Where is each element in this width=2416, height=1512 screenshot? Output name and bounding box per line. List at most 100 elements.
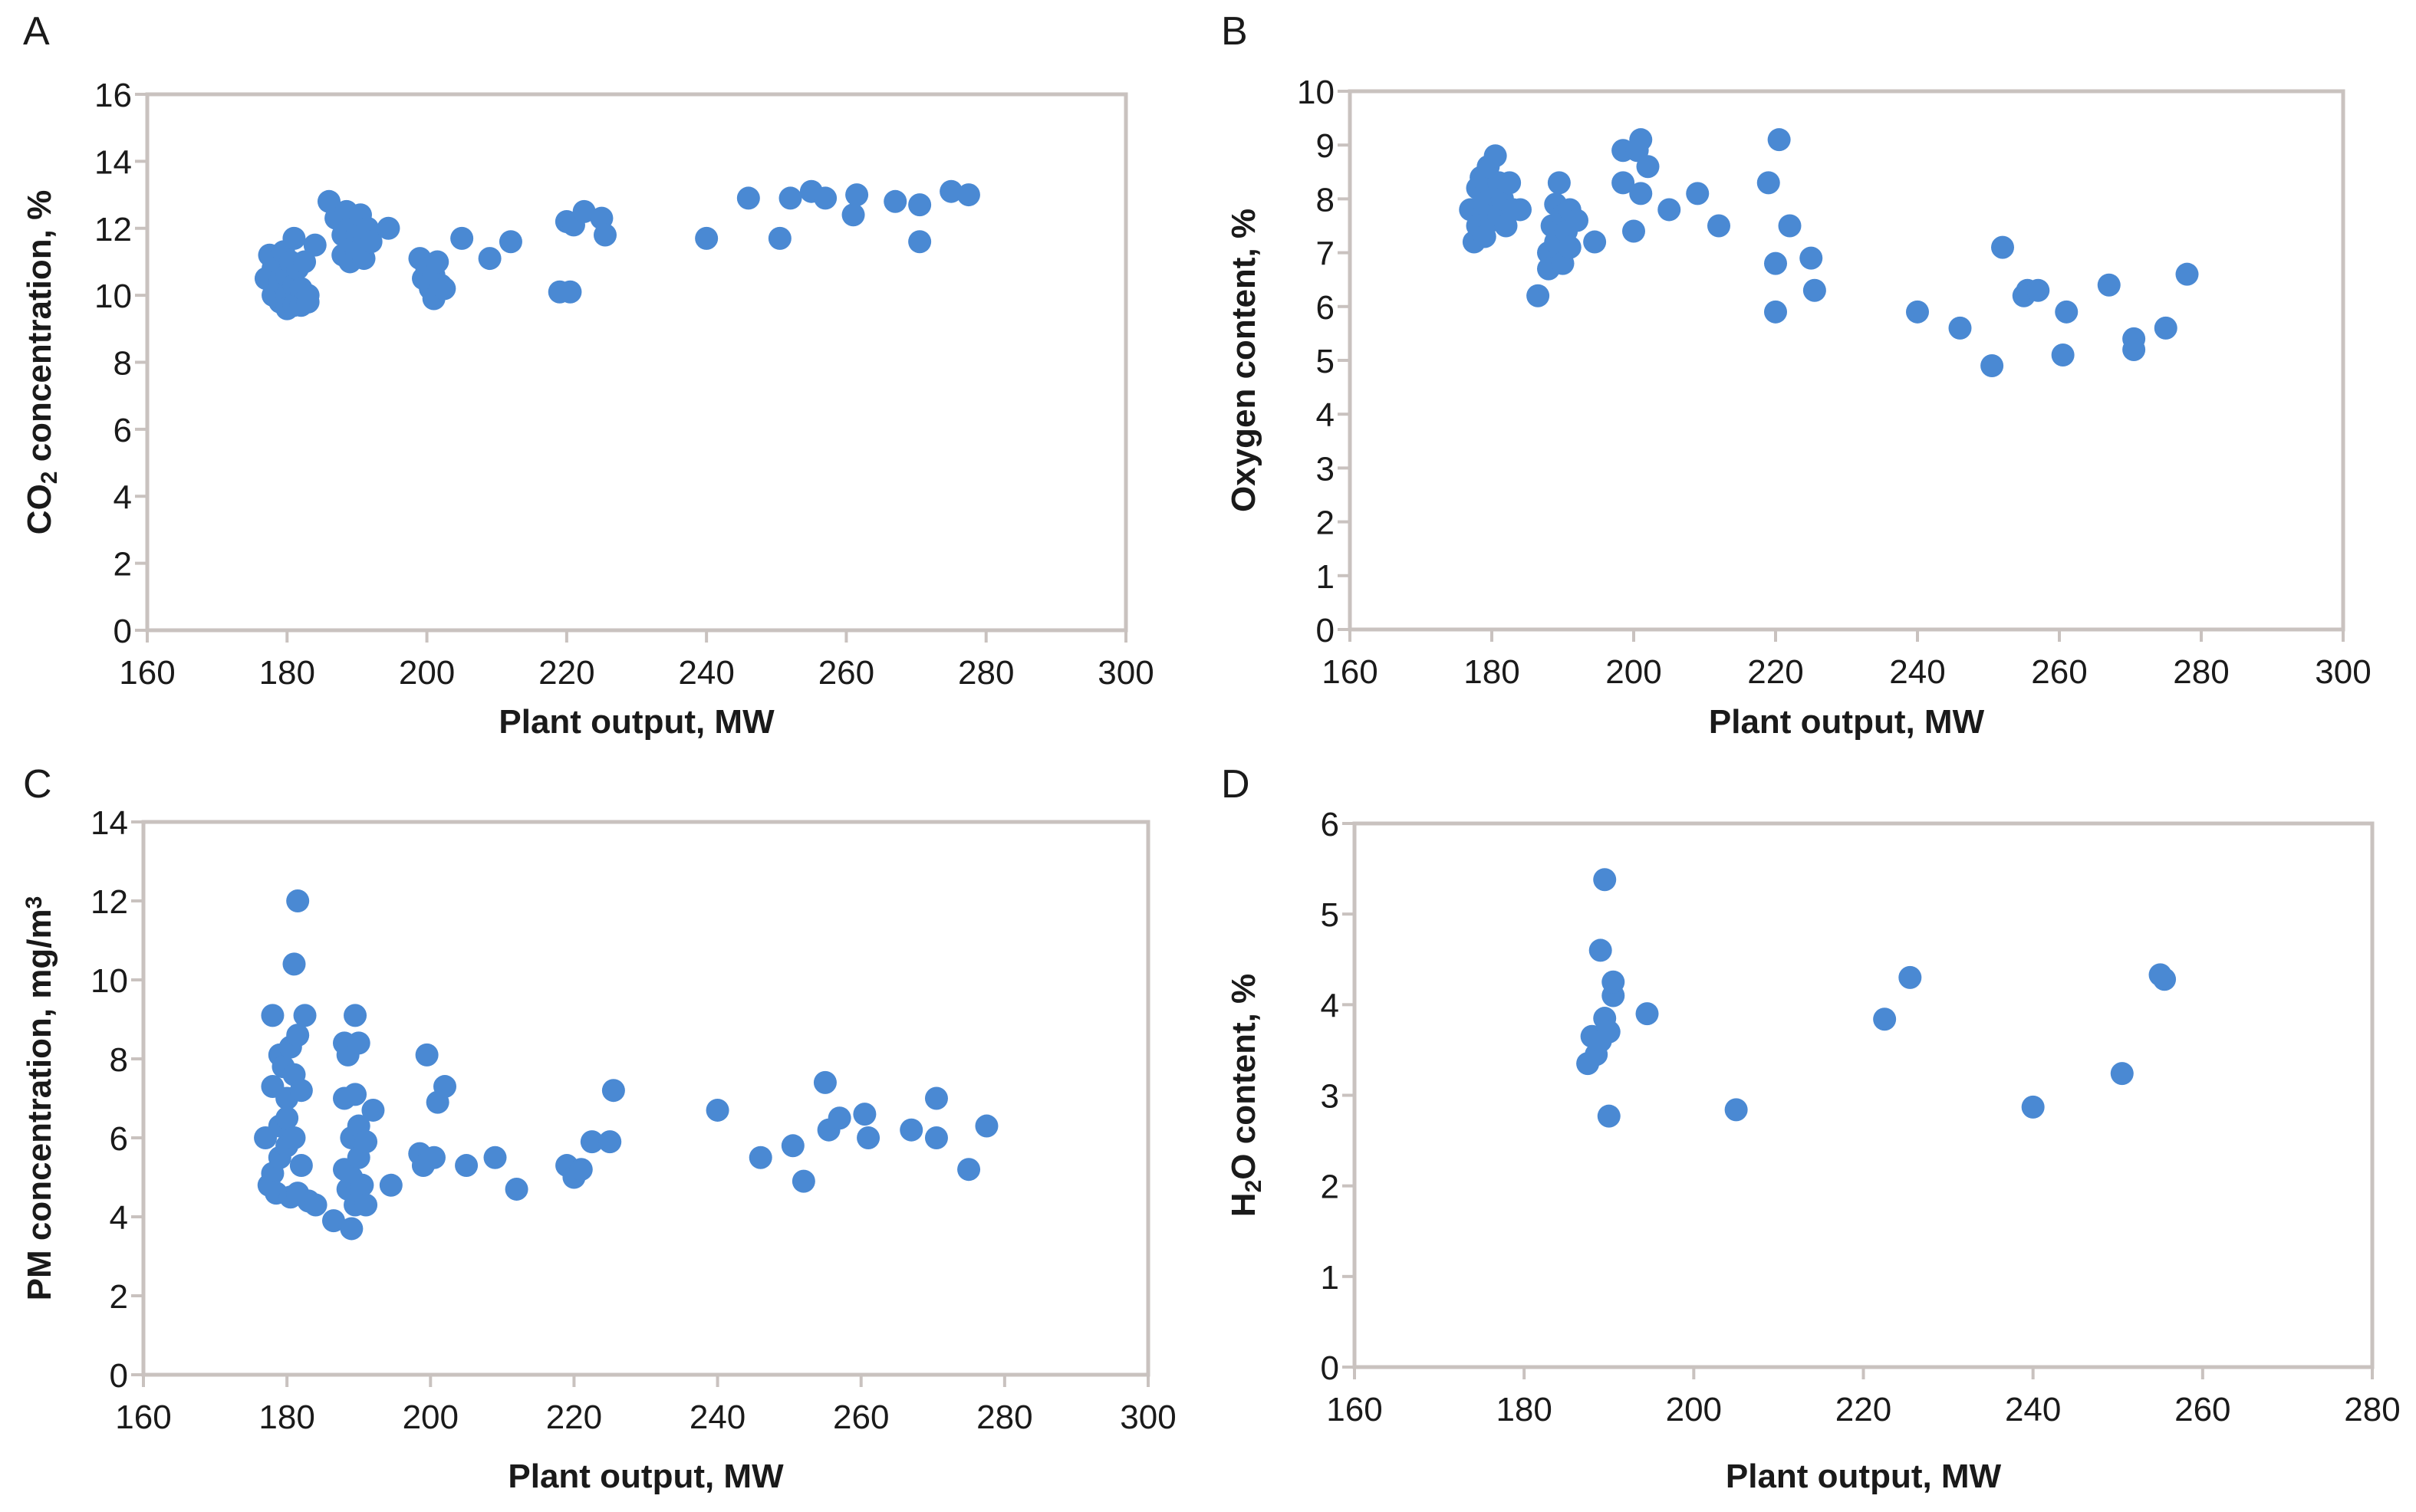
panel-c-data-point (354, 1130, 378, 1154)
panel-c-y-tick-label: 2 (110, 1278, 128, 1316)
panel-a-x-tick-label: 200 (399, 654, 455, 692)
panel-b-data-point (1583, 230, 1607, 254)
panel-c-data-point (813, 1070, 837, 1094)
panel-b-data-point (1565, 209, 1588, 232)
panel-a-x-tick-label: 240 (678, 654, 734, 692)
panel-c-data-point (433, 1075, 456, 1099)
panel-c-data-point (975, 1114, 999, 1138)
panel-c-data-point (598, 1130, 622, 1154)
panel-a-x-tick-label: 260 (818, 654, 874, 692)
panel-c-data-point (857, 1126, 880, 1149)
panel-a-data-point (778, 186, 802, 210)
panel-d-x-tick-label: 220 (1835, 1391, 1891, 1428)
panel-c-data-point (289, 1154, 313, 1178)
panel-b-data-point (1686, 182, 1710, 205)
panel-b-y-tick-label: 5 (1316, 343, 1335, 380)
panel-a-data-point (377, 216, 400, 240)
panel-a-data-point (282, 226, 306, 250)
panel-d-data-point (2110, 1062, 2134, 1086)
panel-a-y-tick-label: 4 (114, 478, 132, 516)
panel-c-data-point (505, 1177, 528, 1201)
panel-b-data-point (2175, 262, 2199, 286)
panel-b-y-tick-label: 2 (1316, 505, 1335, 542)
panel-c-data-point (828, 1106, 851, 1130)
panel-c-x-axis-title: Plant output, MW (508, 1458, 784, 1495)
panel-b-x-tick-label: 200 (1605, 653, 1661, 691)
panel-b-y-tick-label: 1 (1316, 558, 1335, 596)
panel-a-data-point (303, 233, 327, 257)
panel-c-data-point (483, 1146, 507, 1169)
panel-a-x-tick-label: 160 (119, 654, 175, 692)
panel-a-x-tick-label: 220 (538, 654, 594, 692)
panel-b-data-point (1764, 300, 1787, 324)
panel-b-y-tick-label: 9 (1316, 127, 1335, 165)
panel-b-data-point (1707, 214, 1730, 238)
panel-c-y-tick-label: 8 (110, 1041, 128, 1079)
panel-b-x-tick-label: 160 (1322, 653, 1378, 691)
panel-d-data-point (1873, 1007, 1897, 1031)
panel-c-data-point (792, 1169, 815, 1193)
panel-b-letter: B (1221, 9, 1248, 54)
panel-c-data-point (900, 1118, 923, 1142)
panel-a-data-point (814, 186, 838, 210)
panel-c-x-tick-label: 240 (690, 1399, 746, 1436)
panel-a-points (254, 179, 980, 320)
panel-d-letter: D (1221, 762, 1250, 807)
panel-c-data-point (261, 1004, 285, 1027)
panel-c-x-tick-label: 160 (115, 1399, 171, 1436)
panel-a-x-axis-title: Plant output, MW (499, 703, 775, 741)
panel-d-x-tick-label: 160 (1326, 1391, 1382, 1428)
panel-a-data-point (940, 179, 963, 203)
panel-c-data-point (924, 1086, 948, 1110)
panel-c-data-point (415, 1043, 439, 1067)
panel-c-data-point (422, 1146, 446, 1169)
panel-b-data-point (1509, 198, 1532, 222)
panel-a-letter: A (23, 9, 50, 54)
panel-d-plot-frame (1352, 821, 2375, 1369)
panel-c-data-point (286, 1024, 310, 1047)
panel-c-x-tick-label: 260 (833, 1399, 889, 1436)
panel-c-y-tick-label: 4 (110, 1199, 128, 1237)
panel-b-y-tick-label: 3 (1316, 450, 1335, 488)
panel-b-data-point (2026, 278, 2050, 302)
panel-d-y-tick-label: 4 (1321, 987, 1339, 1024)
panel-c-x-tick-label: 180 (258, 1399, 314, 1436)
panel-b-points (1459, 128, 2199, 378)
panel-c-y-tick-label: 14 (91, 804, 128, 842)
panel-a-data-point (695, 226, 719, 250)
panel-a-data-point (884, 189, 907, 213)
panel-a-data-point (293, 250, 317, 274)
panel-b-data-point (1778, 214, 1802, 238)
panel-c-data-point (282, 1126, 306, 1149)
panel-b-data-point (1948, 316, 1972, 340)
panel-d-y-tick-label: 5 (1321, 896, 1339, 934)
panel-c-data-point (340, 1217, 364, 1241)
panel-c-x-tick-label: 280 (976, 1399, 1032, 1436)
panel-c-data-point (282, 952, 306, 976)
panel-a-y-tick-label: 8 (114, 345, 132, 383)
panel-b-data-point (1611, 171, 1635, 195)
panel-c-data-point (781, 1134, 805, 1158)
panel-b-y-tick-label: 6 (1316, 289, 1335, 327)
panel-c-data-point (455, 1154, 479, 1178)
panel-b-x-tick-label: 280 (2173, 653, 2229, 691)
panel-c-x-tick-label: 220 (546, 1399, 602, 1436)
panel-b-x-tick-label: 180 (1463, 653, 1519, 691)
panel-a-data-point (845, 183, 869, 207)
panel-a-data-point (558, 280, 582, 304)
panel-c-data-point (580, 1130, 604, 1154)
panel-d-data-point (1898, 965, 1922, 989)
panel-a-data-point (450, 226, 474, 250)
panel-d-x-tick-label: 260 (2174, 1391, 2230, 1428)
panel-c-y-tick-label: 0 (110, 1357, 128, 1395)
panel-d-data-point (1597, 1104, 1621, 1128)
panel-b-data-point (1764, 251, 1787, 275)
panel-d-data-point (1593, 868, 1617, 892)
panel-a-data-point (956, 183, 980, 207)
panel-d-y-axis-title: H2O content, % (1225, 974, 1266, 1217)
panel-a-y-tick-label: 16 (94, 77, 132, 114)
